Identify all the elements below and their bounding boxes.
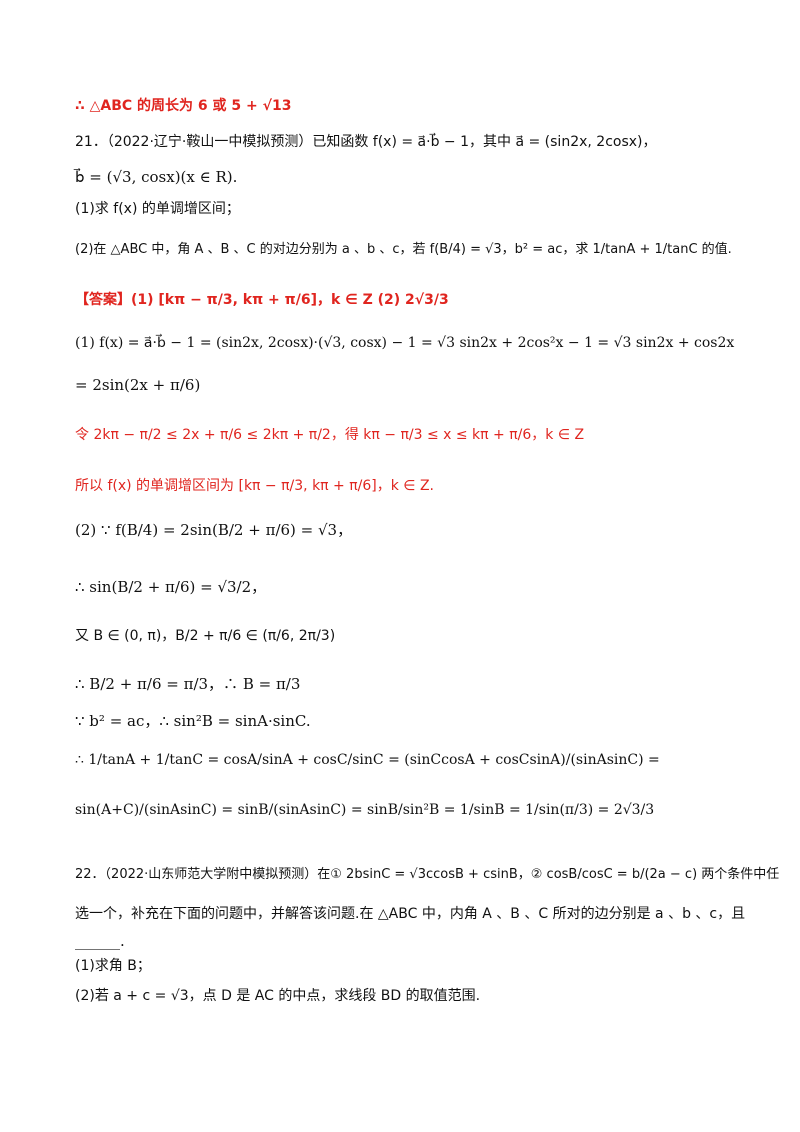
text-line: 选一个，补充在下面的问题中，并解答该问题.在 △ABC 中，内角 A 、B 、C… — [75, 906, 746, 922]
problem-22-blank: ______. — [75, 932, 125, 950]
text-line: ∴ sin(B/2 + π/6) = √3/2， — [75, 578, 267, 596]
solution-2-step2: ∴ sin(B/2 + π/6) = √3/2， — [75, 578, 266, 596]
text-line: (1) f(x) = a⃗·b⃗ − 1 = (sin2x, 2cosx)·(√… — [75, 335, 735, 351]
text-line: b⃗ = (√3, cosx)(x ∈ R). — [75, 168, 238, 186]
text-line: (2)在 △ABC 中，角 A 、B 、C 的对边分别为 a 、b 、c，若 f… — [75, 242, 732, 257]
problem-21-vector-b: b⃗ = (√3, cosx)(x ∈ R). — [75, 168, 237, 186]
answer-line: 【答案】(1) [kπ − π/3, kπ + π/6]，k ∈ Z (2) 2… — [75, 292, 449, 309]
problem-22-part2: (2)若 a + c = √3，点 D 是 AC 的中点，求线段 BD 的取值范… — [75, 988, 480, 1005]
text-line: (2) ∵ f(B/4) = 2sin(B/2 + π/6) = √3， — [75, 521, 353, 539]
problem-21-part2: (2)在 △ABC 中，角 A 、B 、C 的对边分别为 a 、b 、c，若 f… — [75, 242, 732, 258]
solution-1-conclusion: 所以 f(x) 的单调增区间为 [kπ − π/3, kπ + π/6]，k ∈… — [75, 478, 434, 495]
solution-1-inequality: 令 2kπ − π/2 ≤ 2x + π/6 ≤ 2kπ + π/2，得 kπ … — [75, 427, 584, 444]
solution-2-step1: (2) ∵ f(B/4) = 2sin(B/2 + π/6) = √3， — [75, 521, 352, 539]
text-line: ∵ b² = ac，∴ sin²B = sinA·sinC. — [75, 712, 311, 730]
solution-1-simplified: = 2sin(2x + π/6) — [75, 376, 200, 394]
text-line: ∴ 1/tanA + 1/tanC = cosA/sinA + cosC/sin… — [75, 752, 660, 768]
text-line: 22．（2022·山东师范大学附中模拟预测）在① 2bsinC = √3ccos… — [75, 867, 780, 882]
text-line: (2)若 a + c = √3，点 D 是 AC 的中点，求线段 BD 的取值范… — [75, 988, 481, 1004]
perimeter-conclusion: ∴ △ABC 的周长为 6 或 5 + √13 — [75, 98, 291, 115]
text-line: (1)求 f(x) 的单调增区间； — [75, 201, 240, 217]
text-line: (1)求角 B； — [75, 958, 151, 974]
text-line: sin(A+C)/(sinAsinC) = sinB/(sinAsinC) = … — [75, 802, 655, 818]
problem-21-part1: (1)求 f(x) 的单调增区间； — [75, 201, 240, 218]
solution-2-step3: 又 B ∈ (0, π)，B/2 + π/6 ∈ (π/6, 2π/3) — [75, 628, 335, 645]
problem-22-part1: (1)求角 B； — [75, 958, 151, 975]
text-line: 令 2kπ − π/2 ≤ 2x + π/6 ≤ 2kπ + π/2，得 kπ … — [75, 427, 585, 443]
solution-1-derivation: (1) f(x) = a⃗·b⃗ − 1 = (sin2x, 2cosx)·(√… — [75, 335, 734, 352]
text-line: ∴ B/2 + π/6 = π/3，∴ B = π/3 — [75, 675, 301, 693]
problem-21-stem: 21．（2022·辽宁·鞍山一中模拟预测）已知函数 f(x) = a⃗·b⃗ −… — [75, 134, 657, 151]
text-line: ∴ △ABC 的周长为 6 或 5 + √13 — [75, 98, 292, 114]
text-line: 又 B ∈ (0, π)，B/2 + π/6 ∈ (π/6, 2π/3) — [75, 628, 336, 644]
solution-2-step5: ∵ b² = ac，∴ sin²B = sinA·sinC. — [75, 712, 311, 730]
problem-22-condition: 选一个，补充在下面的问题中，并解答该问题.在 △ABC 中，内角 A 、B 、C… — [75, 906, 745, 923]
solution-2-step7: sin(A+C)/(sinAsinC) = sinB/(sinAsinC) = … — [75, 802, 654, 819]
text-line: 所以 f(x) 的单调增区间为 [kπ − π/3, kπ + π/6]，k ∈… — [75, 478, 434, 494]
text-line: 【答案】(1) [kπ − π/3, kπ + π/6]，k ∈ Z (2) 2… — [75, 292, 449, 308]
text-line: 21．（2022·辽宁·鞍山一中模拟预测）已知函数 f(x) = a⃗·b⃗ −… — [75, 134, 657, 150]
problem-22-stem: 22．（2022·山东师范大学附中模拟预测）在① 2bsinC = √3ccos… — [75, 867, 779, 883]
solution-2-step6: ∴ 1/tanA + 1/tanC = cosA/sinA + cosC/sin… — [75, 752, 660, 769]
solution-2-step4: ∴ B/2 + π/6 = π/3，∴ B = π/3 — [75, 675, 300, 693]
text-line: = 2sin(2x + π/6) — [75, 376, 201, 394]
text-line: ______. — [75, 932, 125, 950]
